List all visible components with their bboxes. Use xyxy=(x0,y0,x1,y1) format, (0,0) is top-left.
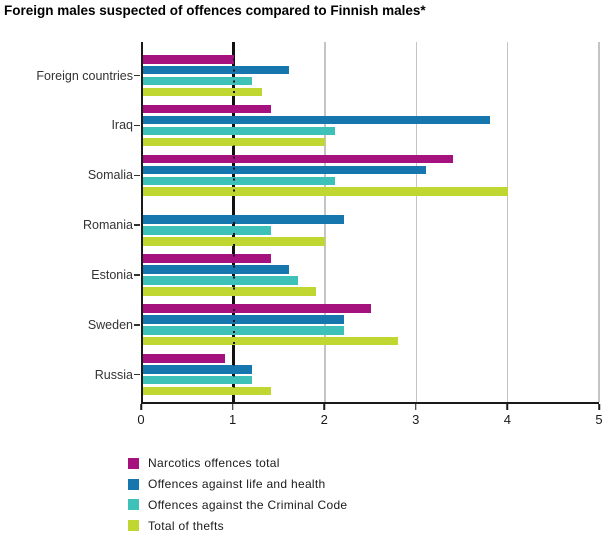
legend-label: Total of thefts xyxy=(148,518,224,533)
bar xyxy=(143,336,399,346)
reference-line-dots xyxy=(233,55,236,396)
bar xyxy=(143,386,271,396)
bar xyxy=(143,287,317,296)
legend-swatch-life-health xyxy=(128,478,139,490)
x-tick xyxy=(598,404,600,410)
bar xyxy=(143,354,226,363)
y-axis-labels: Foreign countries Iraq Somalia Romania Eston… xyxy=(0,42,140,404)
x-tick-label: 1 xyxy=(228,412,237,427)
bar xyxy=(143,104,271,114)
bar xyxy=(143,226,271,235)
y-tick xyxy=(134,74,140,77)
x-tick-label: 3 xyxy=(412,412,420,427)
bar xyxy=(143,165,426,175)
category-label: Estonia xyxy=(91,268,133,282)
y-tick xyxy=(134,373,140,376)
bar xyxy=(143,276,299,285)
x-tick xyxy=(415,404,417,410)
y-tick xyxy=(134,124,140,127)
bar xyxy=(143,65,289,75)
y-tick xyxy=(134,324,140,326)
x-tick-label: 0 xyxy=(137,412,145,427)
x-tick xyxy=(231,404,234,410)
chart-title: Foreign males suspected of offences comp… xyxy=(4,3,426,18)
bar xyxy=(143,126,335,136)
bar xyxy=(143,115,490,125)
bar xyxy=(143,187,508,196)
legend-swatch-criminal-code xyxy=(128,499,139,511)
x-axis: 0 1 2 3 4 5 xyxy=(137,404,603,434)
bar xyxy=(143,176,335,185)
category-label: Somalia xyxy=(87,168,133,183)
legend-item: Offences against the Criminal Code xyxy=(128,495,347,516)
legend-item: Offences against life and health xyxy=(128,474,347,495)
y-tick xyxy=(134,174,140,177)
category-label: Russia xyxy=(94,367,133,382)
bar xyxy=(143,365,253,374)
x-tick xyxy=(323,404,325,410)
plot-area xyxy=(141,42,600,404)
gridline xyxy=(415,42,418,402)
bar xyxy=(143,326,344,335)
x-tick-label: 5 xyxy=(595,412,603,427)
x-tick xyxy=(506,404,509,410)
category-label: Romania xyxy=(82,218,133,233)
x-tick-label: 2 xyxy=(320,412,328,427)
legend-label: Narcotics offences total xyxy=(148,456,280,471)
legend-item: Narcotics offences total xyxy=(128,453,347,474)
legend: Narcotics offences total Offences agains… xyxy=(128,453,347,536)
y-tick xyxy=(134,274,140,276)
bar xyxy=(143,76,253,86)
x-tick xyxy=(140,404,142,410)
category-label: Foreign countries xyxy=(36,68,133,83)
bar xyxy=(143,265,289,274)
gridline xyxy=(506,42,509,402)
bar xyxy=(143,254,271,263)
category-label: Sweden xyxy=(87,317,133,332)
bar xyxy=(143,215,344,224)
gridline xyxy=(598,42,600,402)
y-tick xyxy=(134,224,140,226)
bar xyxy=(143,304,371,313)
legend-item: Total of thefts xyxy=(128,515,347,536)
legend-swatch-narcotics xyxy=(128,457,139,469)
bar xyxy=(143,154,454,164)
legend-swatch-thefts xyxy=(128,520,139,532)
category-label: Iraq xyxy=(111,118,133,133)
bar xyxy=(143,375,253,385)
x-tick-label: 4 xyxy=(503,412,512,427)
bar xyxy=(143,55,235,64)
legend-label: Offences against the Criminal Code xyxy=(148,497,348,512)
bar xyxy=(143,315,344,324)
legend-label: Offences against life and health xyxy=(148,477,326,492)
bar xyxy=(143,87,262,97)
